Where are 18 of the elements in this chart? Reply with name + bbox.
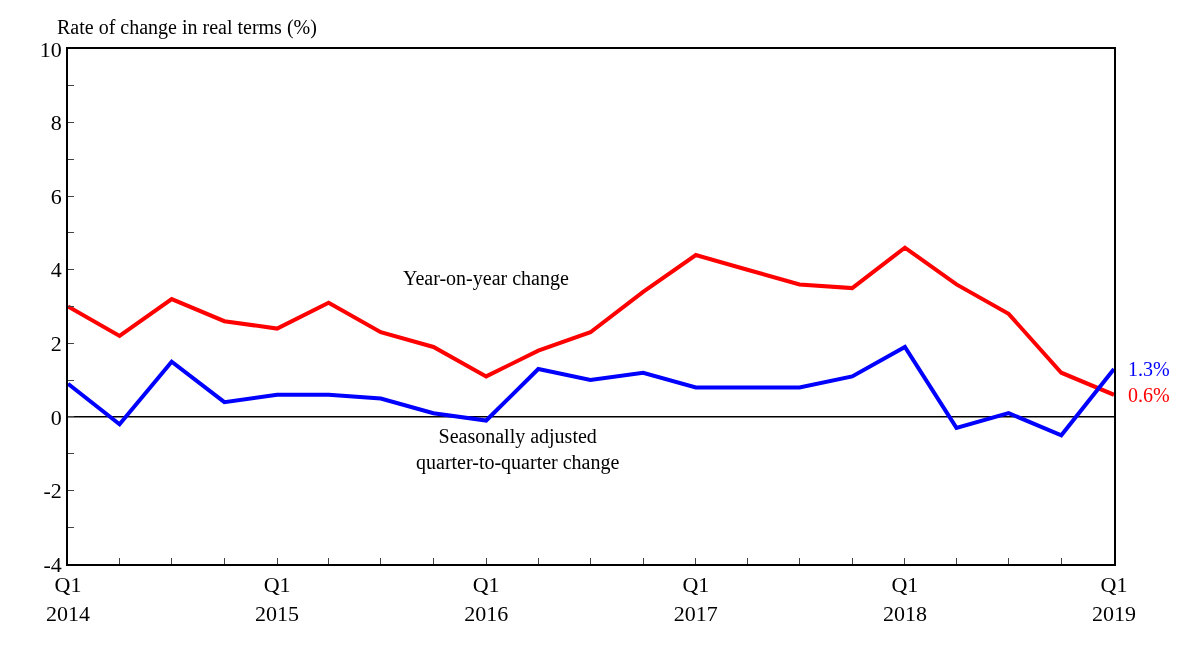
y-tick-label: 8 — [50, 110, 62, 136]
y-tick-label: -2 — [43, 478, 62, 504]
y-tick-label: 4 — [50, 257, 62, 283]
line-series — [68, 245, 1114, 397]
data-label: 1.3% — [1128, 358, 1170, 380]
x-tick-label: Q1 2019 — [1092, 572, 1136, 626]
x-tick-label: Q1 2016 — [464, 572, 509, 626]
y-tick-label: 2 — [50, 330, 62, 356]
x-tick-label: Q1 2018 — [882, 572, 927, 626]
y-axis-title: Rate of change in real terms (%) — [57, 16, 317, 39]
y-tick-label: 10 — [39, 36, 62, 62]
y-tick-label: 6 — [50, 183, 62, 209]
annotation: Seasonally adjusted quarter-to-quarter change — [416, 425, 620, 474]
x-tick-label: Q1 2017 — [673, 572, 718, 626]
annotation: Year-on-year change — [403, 267, 569, 290]
y-tick-label: 0 — [50, 404, 62, 430]
data-label: 0.6% — [1128, 384, 1170, 406]
x-tick-label: Q1 2015 — [255, 572, 300, 626]
